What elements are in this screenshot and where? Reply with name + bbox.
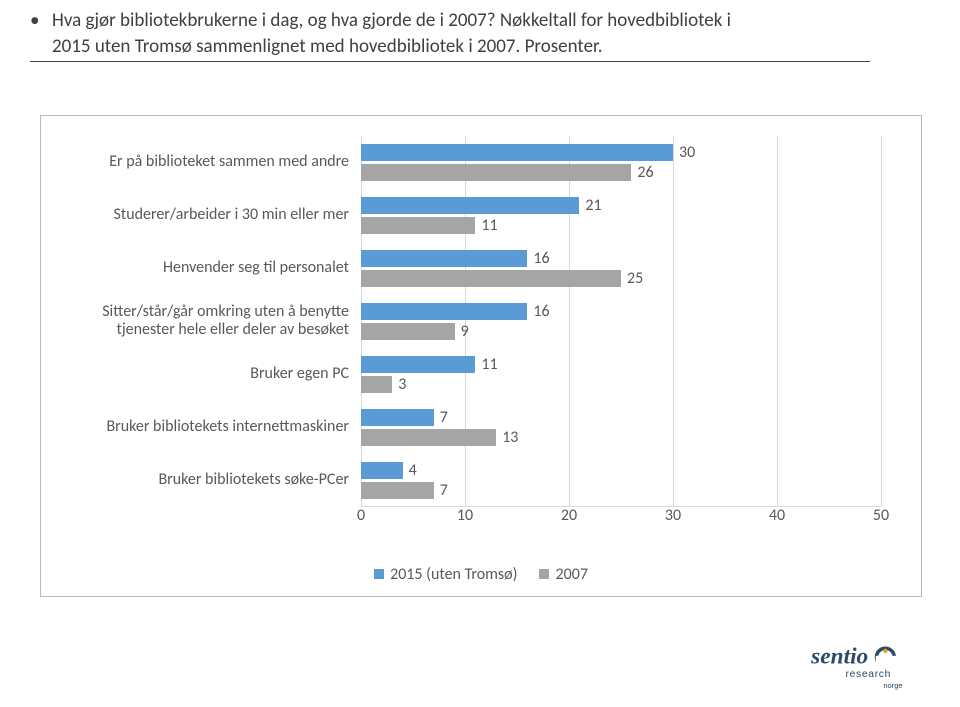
- title-line-2: 2015 uten Tromsø sammenlignet med hovedb…: [30, 34, 930, 60]
- bar: [361, 303, 527, 320]
- x-tick-label: 40: [769, 506, 785, 525]
- legend-label-2007: 2007: [555, 565, 587, 584]
- x-tick-label: 10: [457, 506, 473, 525]
- title-underline: [30, 61, 870, 62]
- legend: 2015 (uten Tromsø) 2007: [41, 562, 921, 586]
- bar: [361, 197, 579, 214]
- bar-value-label: 25: [627, 269, 643, 288]
- bar-value-label: 16: [533, 249, 549, 268]
- category-label: Bruker egen PC: [51, 356, 349, 392]
- x-axis-labels: 01020304050: [361, 506, 881, 536]
- bar-value-label: 21: [585, 196, 601, 215]
- x-tick-label: 30: [665, 506, 681, 525]
- bar-value-label: 11: [481, 355, 497, 374]
- bar: [361, 376, 392, 393]
- legend-swatch-2007: [539, 569, 549, 579]
- slide-root: • Hva gjør bibliotekbrukerne i dag, og h…: [0, 0, 960, 707]
- bar: [361, 270, 621, 287]
- category-label: Bruker bibliotekets søke-PCer: [51, 462, 349, 498]
- bar-value-label: 7: [440, 481, 448, 500]
- x-tick-label: 50: [873, 506, 889, 525]
- bar-value-label: 16: [533, 302, 549, 321]
- bar-value-label: 7: [440, 408, 448, 427]
- x-tick-label: 0: [357, 506, 365, 525]
- bar: [361, 429, 496, 446]
- bars-container: 30 26 21 11 16 25 16 9 11 3 7 13 4 7: [361, 136, 881, 506]
- bar-value-label: 4: [409, 461, 417, 480]
- bar-value-label: 13: [502, 428, 518, 447]
- bar: [361, 356, 475, 373]
- slide-title: • Hva gjør bibliotekbrukerne i dag, og h…: [30, 8, 930, 62]
- x-tick-label: 20: [561, 506, 577, 525]
- title-text-2: 2015 uten Tromsø sammenlignet med hovedb…: [52, 34, 930, 60]
- logo-arc-mask: [876, 656, 897, 668]
- chart-inner: 30 26 21 11 16 25 16 9 11 3 7 13 4 7 Er på biblioteke…: [41, 116, 921, 596]
- bar-chart: 30 26 21 11 16 25 16 9 11 3 7 13 4 7 Er på biblioteke…: [40, 115, 922, 597]
- bar: [361, 323, 455, 340]
- category-labels: Er på biblioteket sammen med andre Studer…: [41, 136, 359, 506]
- bar: [361, 409, 434, 426]
- sentio-logo: sentio research norge: [808, 640, 938, 695]
- legend-label-2015: 2015 (uten Tromsø): [390, 565, 517, 584]
- bar: [361, 250, 527, 267]
- bar: [361, 462, 403, 479]
- logo-dot-icon: [883, 649, 887, 653]
- bar: [361, 144, 673, 161]
- bar-value-label: 9: [461, 322, 469, 341]
- category-label: Sitter/står/går omkring uten å benytte t…: [51, 303, 349, 339]
- bar: [361, 482, 434, 499]
- bar-value-label: 30: [679, 143, 695, 162]
- bar: [361, 164, 631, 181]
- bullet-marker: •: [30, 8, 52, 34]
- bar-value-label: 3: [398, 375, 406, 394]
- bar: [361, 217, 475, 234]
- category-label: Bruker bibliotekets internettmaskiner: [51, 409, 349, 445]
- logo-word1: sentio: [810, 643, 868, 669]
- bar-value-label: 26: [637, 163, 653, 182]
- category-label: Er på biblioteket sammen med andre: [51, 144, 349, 180]
- title-text-1: Hva gjør bibliotekbrukerne i dag, og hva…: [52, 8, 930, 34]
- bar-value-label: 11: [481, 216, 497, 235]
- logo-word2: research: [846, 669, 892, 680]
- category-label: Studerer/arbeider i 30 min eller mer: [51, 197, 349, 233]
- legend-item-2015: 2015 (uten Tromsø): [374, 565, 517, 584]
- title-line-1: • Hva gjør bibliotekbrukerne i dag, og h…: [30, 8, 930, 34]
- plot-area: 30 26 21 11 16 25 16 9 11 3 7 13 4 7: [361, 136, 881, 506]
- legend-item-2007: 2007: [539, 565, 587, 584]
- category-label: Henvender seg til personalet: [51, 250, 349, 286]
- logo-word3: norge: [883, 681, 902, 690]
- legend-swatch-2015: [374, 569, 384, 579]
- gridline: [881, 136, 882, 506]
